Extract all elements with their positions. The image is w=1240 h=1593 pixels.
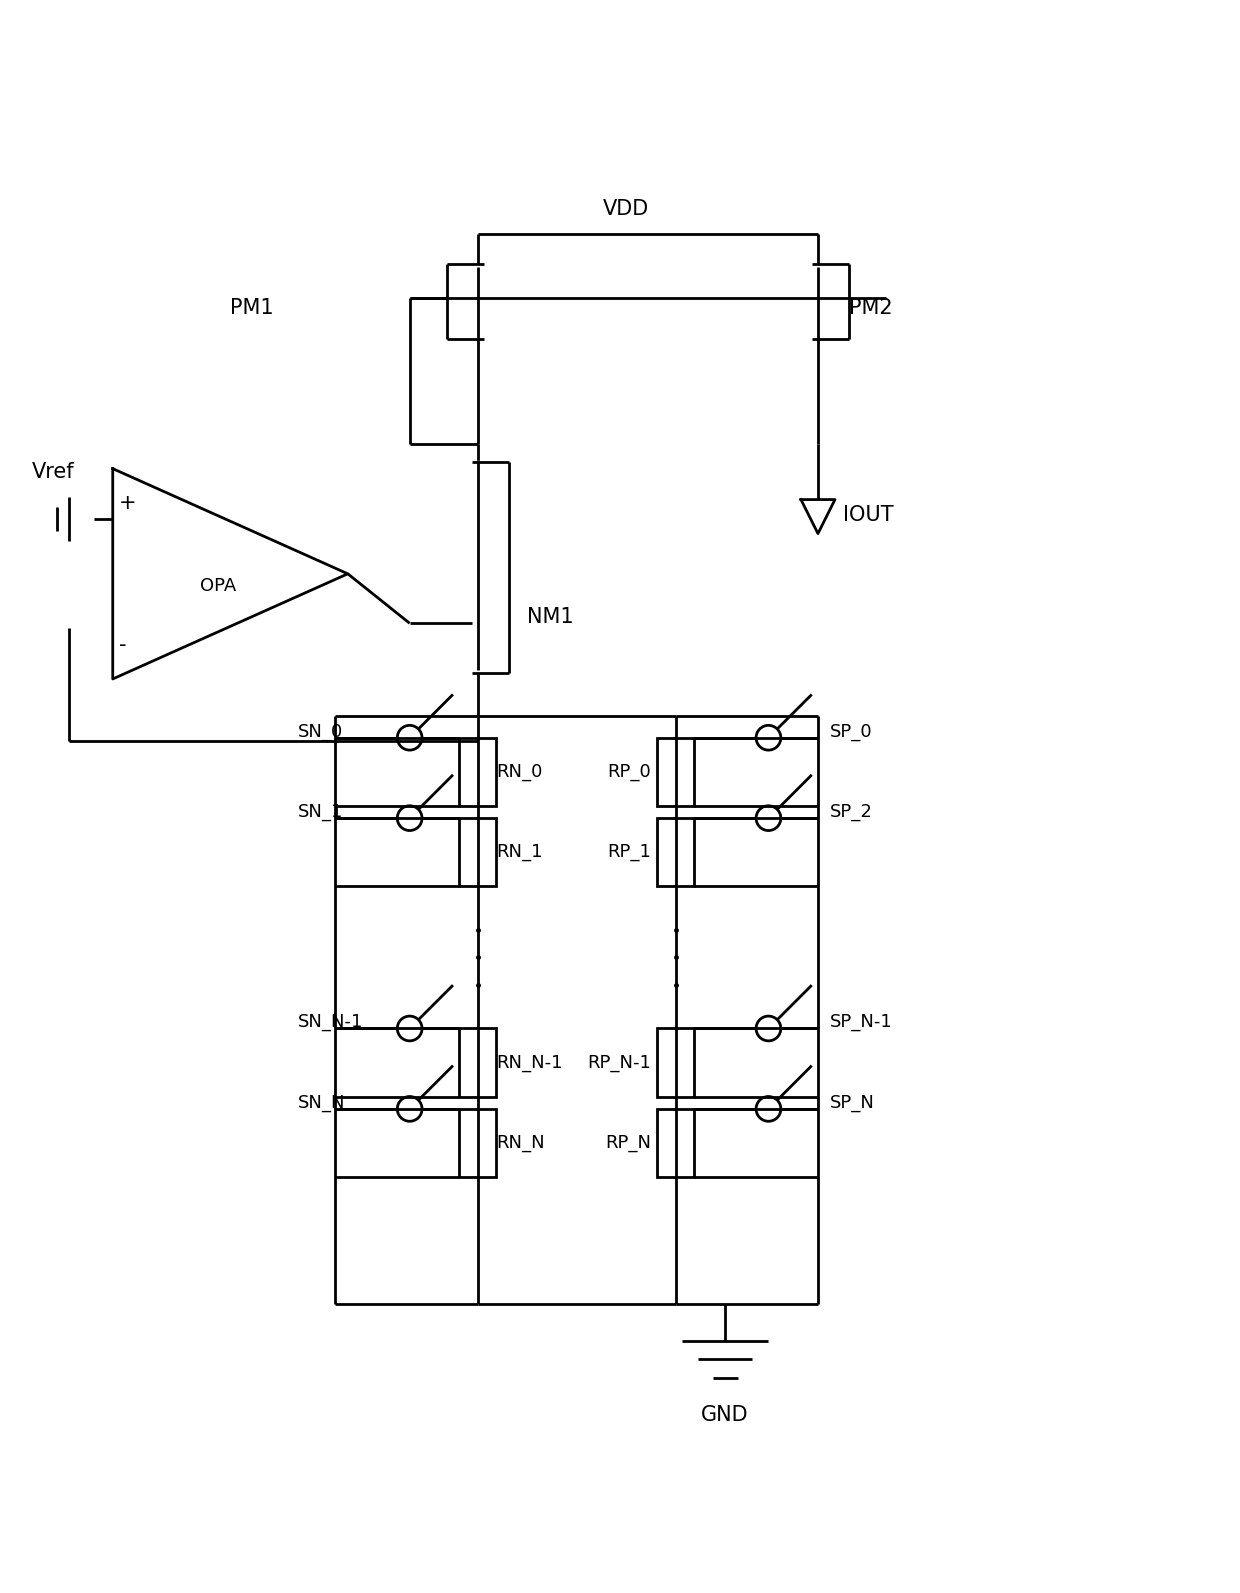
Text: SP_N-1: SP_N-1 (831, 1013, 893, 1031)
Text: SN_N: SN_N (299, 1094, 346, 1112)
Bar (657, 1109, 694, 1177)
Bar (657, 1029, 694, 1096)
Bar (459, 819, 496, 886)
Bar (657, 738, 694, 806)
Bar (459, 738, 496, 806)
Text: OPA: OPA (200, 577, 236, 596)
Text: SP_2: SP_2 (831, 803, 873, 820)
Text: SP_0: SP_0 (831, 723, 873, 741)
Text: NM1: NM1 (527, 607, 574, 628)
Text: Vref: Vref (32, 462, 74, 483)
Text: RN_N: RN_N (496, 1134, 544, 1152)
Text: RN_0: RN_0 (496, 763, 543, 781)
Text: -: - (119, 634, 126, 655)
Text: RP_N-1: RP_N-1 (587, 1053, 651, 1072)
Text: SN_0: SN_0 (299, 723, 343, 741)
Text: RP_1: RP_1 (608, 843, 651, 862)
Text: RP_0: RP_0 (608, 763, 651, 781)
Text: SN_1: SN_1 (299, 803, 343, 820)
Bar (657, 819, 694, 886)
Text: PM2: PM2 (849, 298, 893, 317)
Text: SP_N: SP_N (831, 1094, 875, 1112)
Text: RN_N-1: RN_N-1 (496, 1053, 563, 1072)
Text: +: + (119, 492, 136, 513)
Text: GND: GND (702, 1405, 749, 1426)
Text: IOUT: IOUT (843, 505, 893, 526)
Bar (459, 1109, 496, 1177)
Text: RP_N: RP_N (605, 1134, 651, 1152)
Bar (459, 1029, 496, 1096)
Text: VDD: VDD (603, 199, 650, 218)
Text: RN_1: RN_1 (496, 843, 543, 862)
Text: SN_N-1: SN_N-1 (299, 1013, 363, 1031)
Text: PM1: PM1 (231, 298, 274, 317)
